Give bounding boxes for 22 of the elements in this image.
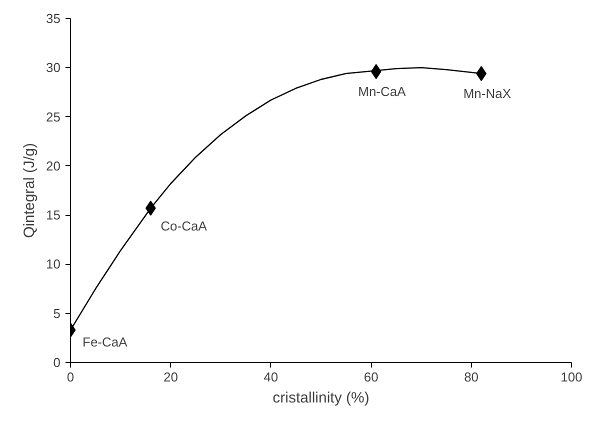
y-tick-label: 0 — [53, 355, 61, 370]
x-tick-label: 80 — [464, 370, 479, 384]
x-axis-title: cristallinity (%) — [272, 390, 370, 406]
point — [370, 64, 382, 80]
annotation: Mn-CaA — [358, 84, 406, 100]
annotation: Co-CaA — [160, 218, 208, 234]
y-tick-label: 10 — [46, 256, 61, 272]
point — [145, 200, 156, 216]
x-tick-label: 60 — [364, 370, 378, 384]
annotation: Mn-NaX — [463, 86, 512, 102]
y-tick-label: 20 — [46, 158, 61, 174]
x-tick-label: 20 — [163, 370, 178, 384]
y-axis-title: Qintegral (J/g) — [21, 142, 38, 238]
y-tick-label: 35 — [46, 11, 61, 26]
y-tick-label: 25 — [46, 109, 61, 124]
x-tick-label: 40 — [264, 370, 278, 384]
y-tick-label: 30 — [46, 60, 61, 76]
x-tick-label: 0 — [66, 370, 74, 384]
annotation: Fe-CaA — [82, 334, 128, 350]
y-tick-label: 15 — [46, 208, 61, 223]
y-tick-label: 5 — [53, 306, 61, 321]
x-tick-label: 100 — [560, 370, 582, 384]
